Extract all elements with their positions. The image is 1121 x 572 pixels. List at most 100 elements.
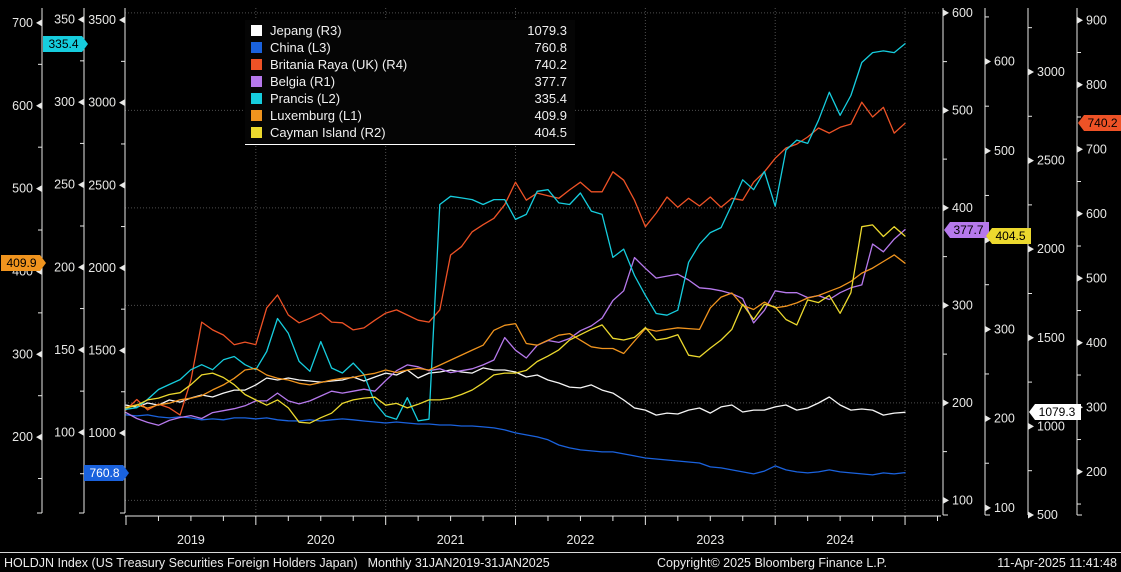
major-tick-arrow xyxy=(36,350,42,358)
legend-item-cayman-island-r2[interactable]: Cayman Island (R2) 404.5 xyxy=(245,124,575,141)
series-line-china xyxy=(125,414,906,476)
legend-item-belgia-r1[interactable]: Belgia (R1) 377.7 xyxy=(245,73,575,90)
axis-tick-label-R4: 900 xyxy=(1086,13,1107,27)
major-tick-arrow xyxy=(1077,210,1083,218)
axis-tick-label-R1: 600 xyxy=(952,6,973,20)
legend-item-jepang-r3[interactable]: Jepang (R3) 1079.3 xyxy=(245,22,575,39)
legend-swatch-icon xyxy=(251,93,262,104)
axis-tick-label-R3: 500 xyxy=(1037,508,1058,522)
major-tick-arrow xyxy=(943,399,949,407)
x-axis-year-label: 2019 xyxy=(177,533,205,547)
major-tick-arrow xyxy=(985,58,991,66)
major-tick-arrow xyxy=(78,263,84,271)
axis-value-marker-britania-raya-uk-: 740.2 xyxy=(1078,115,1121,131)
legend-item-label: Britania Raya (UK) (R4) xyxy=(270,57,408,72)
axis-tick-label-L1: 200 xyxy=(12,430,33,444)
major-tick-arrow xyxy=(985,325,991,333)
axis-tick-label-R3: 2500 xyxy=(1037,154,1065,168)
status-bar: HOLDJN Index (US Treasury Securities For… xyxy=(0,552,1121,572)
axis-tick-label-R1: 400 xyxy=(952,201,973,215)
major-tick-arrow xyxy=(985,415,991,423)
datetime-label: 11-Apr-2025 11:41:48 xyxy=(997,555,1117,570)
legend-item-label: Prancis (L2) xyxy=(270,91,341,106)
legend-item-label: China (L3) xyxy=(270,40,331,55)
axis-tick-label-R2: 300 xyxy=(994,322,1015,336)
legend-item-label: Jepang (R3) xyxy=(270,23,342,38)
axis-tick-label-L2: 150 xyxy=(54,343,75,357)
axis-tick-label-L2: 100 xyxy=(54,425,75,439)
axis-tick-label-R4: 300 xyxy=(1086,400,1107,414)
legend-item-luxemburg-l1[interactable]: Luxemburg (L1) 409.9 xyxy=(245,107,575,124)
axis-tick-label-L3: 2000 xyxy=(88,261,116,275)
legend-item-prancis-l2[interactable]: Prancis (L2) 335.4 xyxy=(245,90,575,107)
major-tick-arrow xyxy=(1028,68,1034,76)
axis-tick-label-L2: 250 xyxy=(54,178,75,192)
major-tick-arrow xyxy=(943,496,949,504)
major-tick-arrow xyxy=(1028,422,1034,430)
legend-item-value: 1079.3 xyxy=(527,23,567,38)
major-tick-arrow xyxy=(1028,157,1034,165)
axis-tick-label-R3: 2000 xyxy=(1037,242,1065,256)
series-line-prancis xyxy=(125,43,906,422)
legend-item-china-l3[interactable]: China (L3) 760.8 xyxy=(245,39,575,56)
axis-tick-label-L1: 600 xyxy=(12,99,33,113)
major-tick-arrow xyxy=(1077,274,1083,282)
axis-value-marker-belgia: 377.7 xyxy=(944,222,989,238)
axis-value-marker-prancis: 335.4 xyxy=(43,36,88,52)
axis-tick-label-R1: 300 xyxy=(952,298,973,312)
major-tick-arrow xyxy=(985,147,991,155)
major-tick-arrow xyxy=(78,98,84,106)
major-tick-arrow xyxy=(943,9,949,17)
axis-tick-label-L3: 1500 xyxy=(88,343,116,357)
major-tick-arrow xyxy=(119,264,125,272)
axis-value-marker-luxemburg: 409.9 xyxy=(1,255,46,271)
legend-item-value: 409.9 xyxy=(534,108,567,123)
major-tick-arrow xyxy=(119,16,125,24)
series-line-belgia xyxy=(125,228,906,426)
axis-tick-label-R4: 600 xyxy=(1086,207,1107,221)
axis-tick-label-R2: 200 xyxy=(994,412,1015,426)
axis-tick-label-R4: 200 xyxy=(1086,465,1107,479)
x-axis-year-label: 2024 xyxy=(826,533,854,547)
axis-tick-label-R3: 1000 xyxy=(1037,419,1065,433)
series-line-britania-raya-uk xyxy=(125,101,906,416)
major-tick-arrow xyxy=(119,429,125,437)
axis-tick-label-L3: 1000 xyxy=(88,426,116,440)
legend-box[interactable]: Jepang (R3) 1079.3 China (L3) 760.8 Britania… xyxy=(245,20,575,145)
axis-value-marker-cayman-island: 404.5 xyxy=(986,228,1031,244)
axis-tick-label-L3: 3000 xyxy=(88,96,116,110)
major-tick-arrow xyxy=(943,106,949,114)
major-tick-arrow xyxy=(78,428,84,436)
axis-tick-label-R1: 500 xyxy=(952,103,973,117)
series-line-jepang xyxy=(125,367,906,416)
axis-tick-label-R2: 600 xyxy=(994,55,1015,69)
axis-tick-label-L3: 2500 xyxy=(88,178,116,192)
legend-swatch-icon xyxy=(251,76,262,87)
axis-tick-label-R1: 100 xyxy=(952,493,973,507)
major-tick-arrow xyxy=(119,346,125,354)
axis-tick-label-R2: 100 xyxy=(994,501,1015,515)
x-axis-year-label: 2022 xyxy=(567,533,595,547)
major-tick-arrow xyxy=(119,181,125,189)
major-tick-arrow xyxy=(78,16,84,24)
axis-tick-label-R3: 3000 xyxy=(1037,65,1065,79)
axis-tick-label-L3: 3500 xyxy=(88,13,116,27)
major-tick-arrow xyxy=(119,99,125,107)
axis-tick-label-R2: 500 xyxy=(994,144,1015,158)
major-tick-arrow xyxy=(943,301,949,309)
axis-tick-label-R4: 700 xyxy=(1086,142,1107,156)
legend-item-value: 740.2 xyxy=(534,57,567,72)
legend-item-value: 760.8 xyxy=(534,40,567,55)
axis-tick-label-R1: 200 xyxy=(952,396,973,410)
legend-swatch-icon xyxy=(251,42,262,53)
major-tick-arrow xyxy=(1077,339,1083,347)
legend-swatch-icon xyxy=(251,25,262,36)
major-tick-arrow xyxy=(1077,81,1083,89)
x-axis-year-label: 2021 xyxy=(437,533,465,547)
legend-item-britania-raya-uk-r4[interactable]: Britania Raya (UK) (R4) 740.2 xyxy=(245,56,575,73)
major-tick-arrow xyxy=(36,433,42,441)
major-tick-arrow xyxy=(1028,334,1034,342)
legend-item-label: Luxemburg (L1) xyxy=(270,108,362,123)
